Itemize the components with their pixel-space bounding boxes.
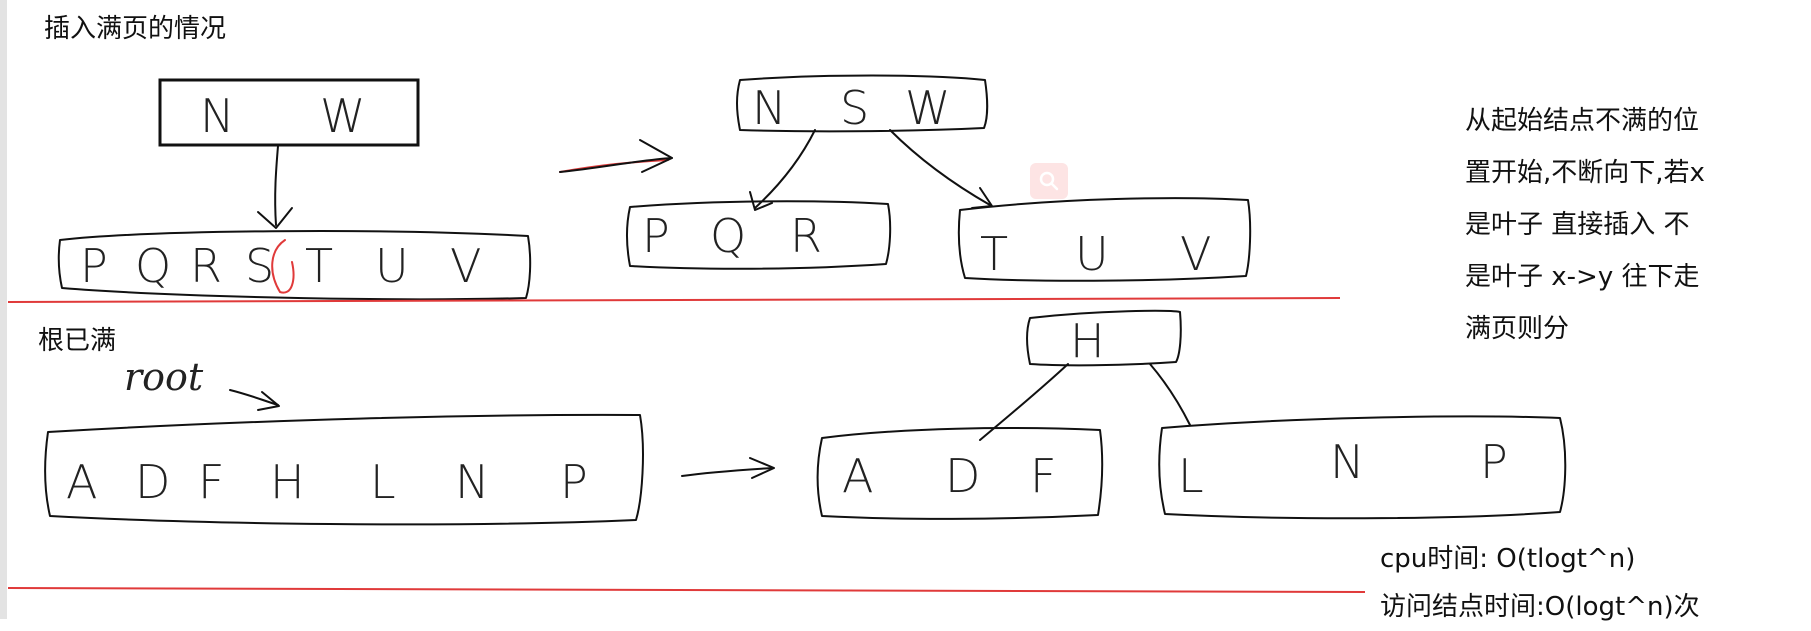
side-note-line: 置开始,不断向下,若x [1465,158,1705,188]
left-after-key-r: R [790,209,822,263]
transform-arrowhead-2 [749,457,775,479]
split-right-key-l: L [1178,449,1204,503]
left-edge-bar [0,0,7,619]
split-left-key-f: F [1030,449,1056,503]
leaf-key-t: T [305,239,333,293]
separator-1 [7,297,1341,303]
root-after-key-w: W [905,81,950,135]
left-after-key-q: Q [710,209,746,263]
edge-right-2 [1149,363,1191,426]
side-note-line: 满页则分 [1465,314,1570,344]
side-note-line: 从起始结点不满的位 [1465,106,1700,136]
root-node-after [736,74,989,133]
search-icon [1039,171,1059,191]
leaf-node-before [57,230,532,301]
full-root-key-a: A [66,455,97,509]
right-after-key-v: V [1180,227,1211,281]
leaf-key-u: U [375,239,409,293]
right-after-key-t: T [980,227,1008,281]
full-root-key-n: N [455,455,489,509]
transform-arrow-2 [681,467,773,477]
right-after-key-u: U [1075,227,1109,281]
edge-left-1 [754,129,816,209]
transform-arrowhead-1 [639,139,673,173]
edge-left-1-head [749,191,773,211]
side-note: 从起始结点不满的位 置开始,不断向下,若x 是叶子 直接插入 不 是叶子 x->… [1465,95,1745,355]
right-node-after [957,197,1252,282]
transform-arrow-1 [559,157,673,173]
root-node-before [158,78,420,147]
cpu-time-text: cpu时间: O(tlogt^n) [1380,544,1636,574]
access-time-text: 访问结点时间:O(logt^n)次 [1380,592,1700,622]
search-badge[interactable] [1030,163,1068,199]
arrow-down [274,145,279,226]
new-root-node [1026,309,1182,367]
full-root-key-p: P [560,455,588,509]
edge-right-1 [889,129,991,206]
split-right-key-p: P [1480,435,1508,489]
arrowhead-down [257,207,293,229]
root-after-key-s: S [840,81,869,135]
leaf-key-q: Q [135,239,171,293]
left-after-key-p: P [642,209,670,263]
heading-root-full: 根已满 [38,326,117,356]
root-pointer-head [257,391,280,411]
new-root-key-h: H [1070,314,1105,368]
split-right-key-n: N [1330,435,1364,489]
full-root-key-l: L [370,455,396,509]
leaf-key-p: P [80,239,108,293]
median-circle [271,239,295,294]
leaf-key-r: R [190,239,222,293]
leaf-key-v: V [450,239,481,293]
full-root-key-d: D [135,455,170,509]
full-root-key-h: H [270,455,305,509]
complexity-notes: cpu时间: O(tlogt^n) 访问结点时间:O(logt^n)次 [1380,535,1700,631]
split-left-key-d: D [945,449,980,503]
full-root-before [44,413,644,526]
root-after-key-n: N [752,81,786,135]
root-pointer-arrow [229,389,279,406]
key-w: W [320,89,365,143]
side-note-line: 是叶子 x->y 往下走 [1465,262,1700,292]
separator-2 [7,587,1366,593]
key-n: N [200,89,234,143]
leaf-key-s: S [245,239,274,293]
root-scribble: root [124,355,204,399]
split-right-node [1158,415,1567,520]
split-left-key-a: A [842,449,873,503]
side-note-line: 是叶子 直接插入 不 [1465,210,1690,240]
left-node-after [626,200,892,270]
heading-full-page: 插入满页的情况 [44,14,227,44]
full-root-key-f: F [198,455,224,509]
split-left-node [816,427,1104,520]
edge-left-2 [979,363,1069,441]
